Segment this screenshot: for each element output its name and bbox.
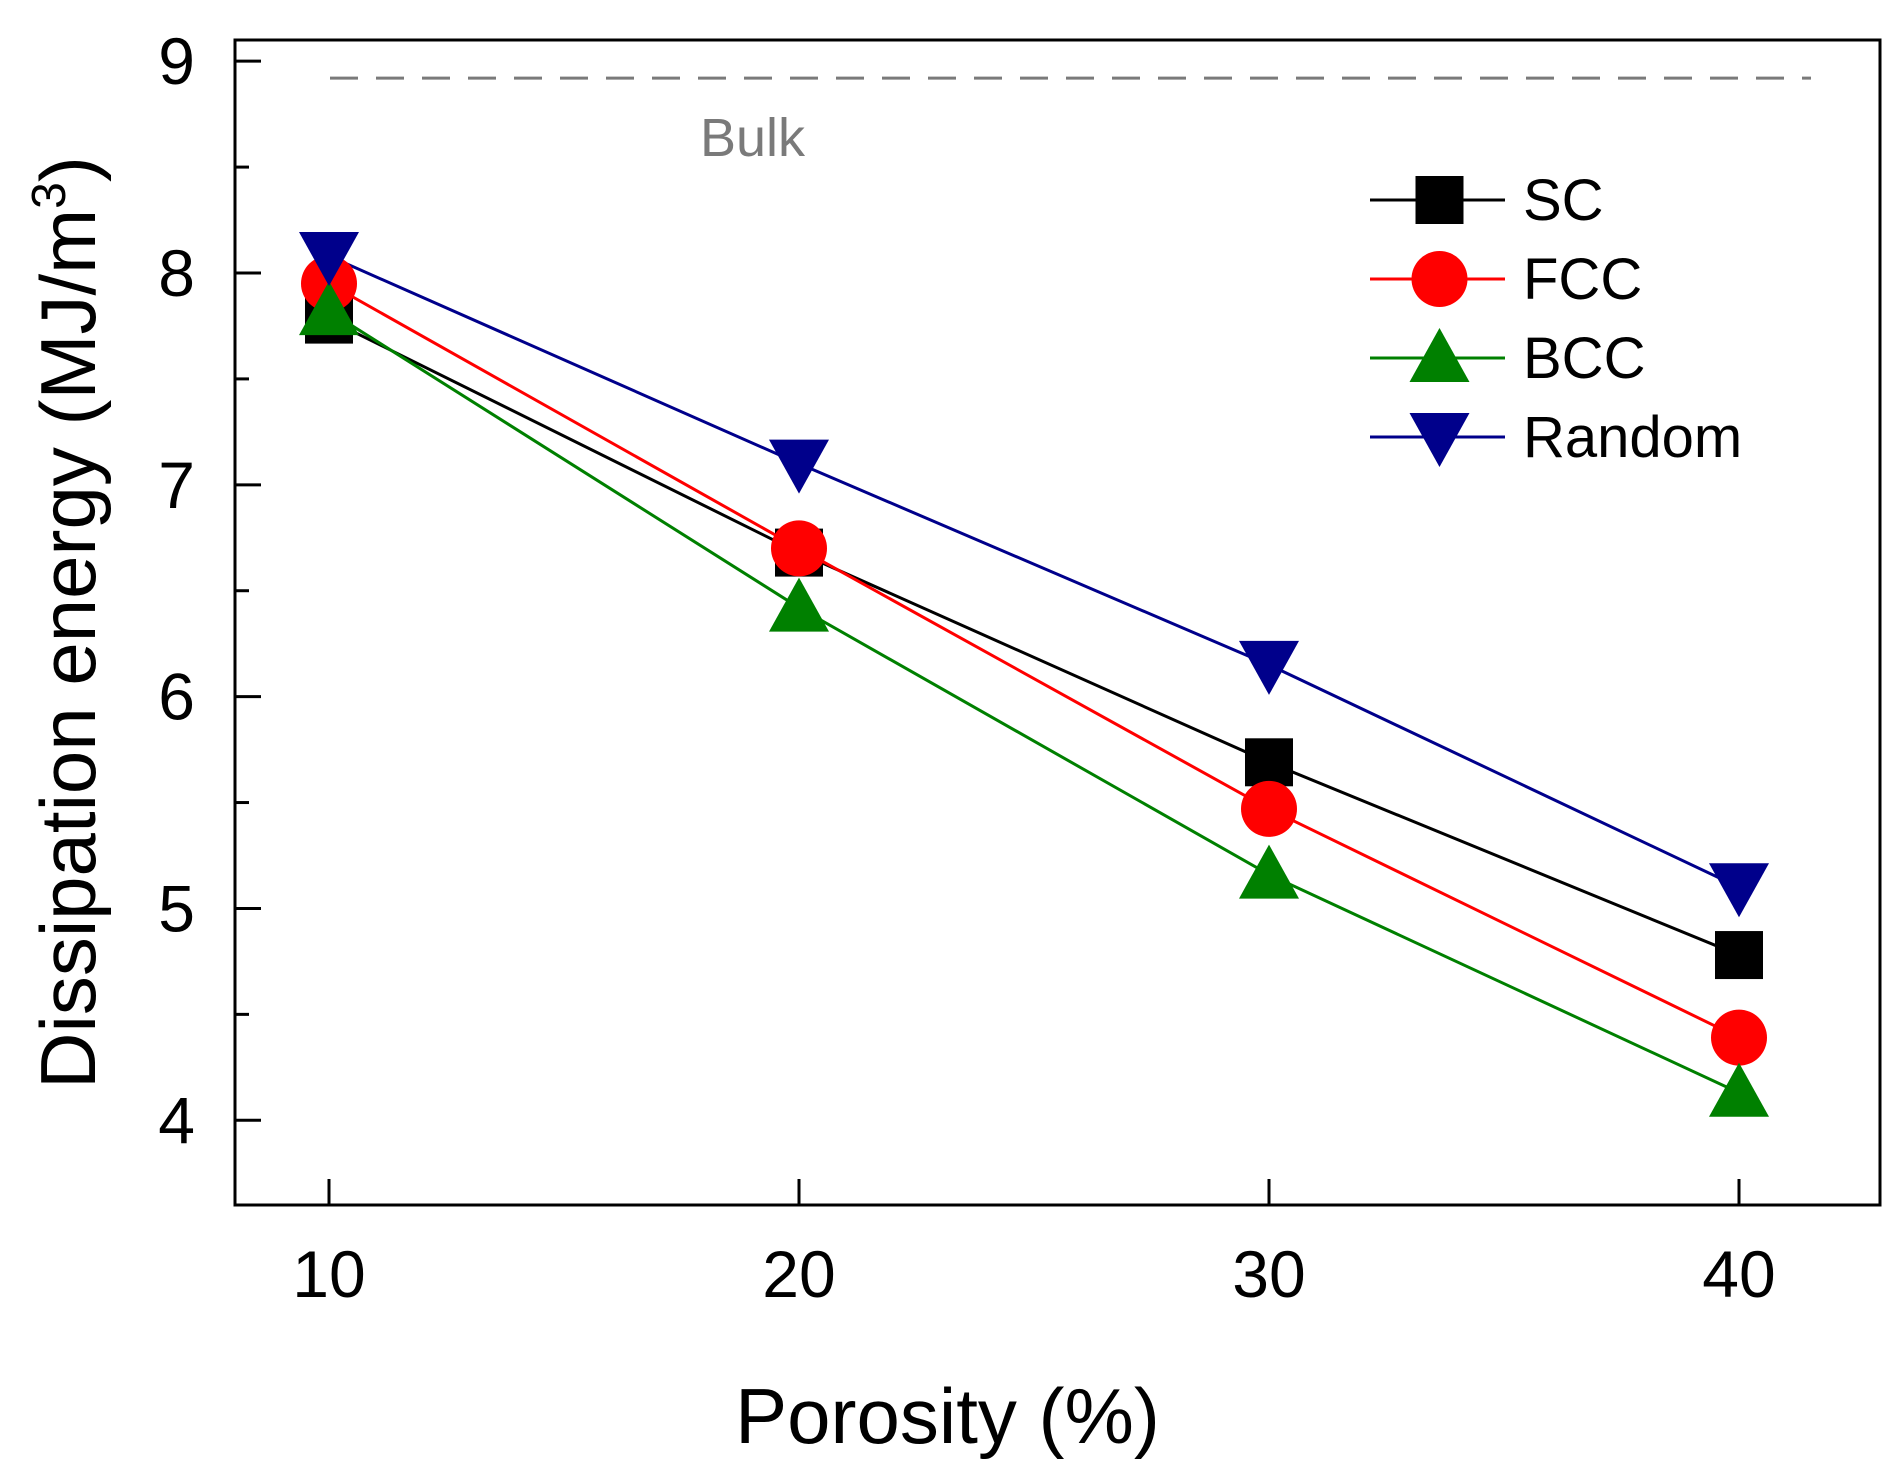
plot-frame xyxy=(233,38,1882,1207)
axes-layer: 4 5 6 7 8 9 10 20 30 40 xyxy=(158,24,1882,1311)
data-point-bcc xyxy=(1709,1062,1769,1117)
x-tick-label: 20 xyxy=(762,1237,835,1311)
y-axis-title-main: Dissipation energy (MJ/m xyxy=(24,209,112,1089)
y-tick-label: 8 xyxy=(158,236,195,310)
bulk-reference-label: Bulk xyxy=(700,108,806,168)
legend-marker-sc xyxy=(1415,176,1464,224)
x-tick-label: 40 xyxy=(1702,1237,1775,1311)
data-point-random xyxy=(1709,863,1769,918)
data-point-random xyxy=(769,439,829,494)
data-point-fcc xyxy=(1711,1009,1767,1066)
series-line-fcc xyxy=(328,282,1740,1040)
reference-line-layer: Bulk xyxy=(330,76,1811,168)
series-line-bcc xyxy=(328,309,1740,1095)
y-axis-title-close: ) xyxy=(24,156,112,182)
legend: SC FCC BCC Random xyxy=(1370,168,1742,470)
legend-label-sc: SC xyxy=(1523,168,1604,233)
y-tick-label: 7 xyxy=(158,448,195,522)
legend-marker-bcc xyxy=(1409,328,1470,382)
data-point-sc xyxy=(1245,738,1293,787)
series-line-random xyxy=(328,254,1740,889)
legend-marker-fcc xyxy=(1411,251,1468,307)
y-axis-title-superscript: 3 xyxy=(23,182,76,209)
x-axis-title: Porosity (%) xyxy=(735,1372,1160,1460)
data-point-bcc xyxy=(1239,844,1299,899)
legend-label-fcc: FCC xyxy=(1523,247,1642,312)
y-tick-label: 4 xyxy=(158,1083,195,1157)
series-line-sc xyxy=(328,318,1740,957)
series-layer xyxy=(299,232,1769,1117)
y-axis-title: Dissipation energy (MJ/m3) xyxy=(23,156,112,1089)
data-point-sc xyxy=(1715,931,1763,980)
legend-label-bcc: BCC xyxy=(1523,326,1645,391)
legend-label-random: Random xyxy=(1523,405,1742,470)
y-tick-label: 6 xyxy=(158,660,195,734)
x-tick-label: 10 xyxy=(292,1237,365,1311)
x-tick-label: 30 xyxy=(1232,1237,1305,1311)
data-point-fcc xyxy=(771,520,827,577)
y-tick-label: 5 xyxy=(158,871,195,945)
data-point-random xyxy=(299,232,359,287)
legend-marker-random xyxy=(1409,413,1470,467)
y-tick-label: 9 xyxy=(158,24,195,98)
data-point-bcc xyxy=(299,281,359,336)
data-point-bcc xyxy=(769,577,829,632)
data-point-fcc xyxy=(1241,780,1297,837)
data-point-random xyxy=(1239,640,1299,695)
